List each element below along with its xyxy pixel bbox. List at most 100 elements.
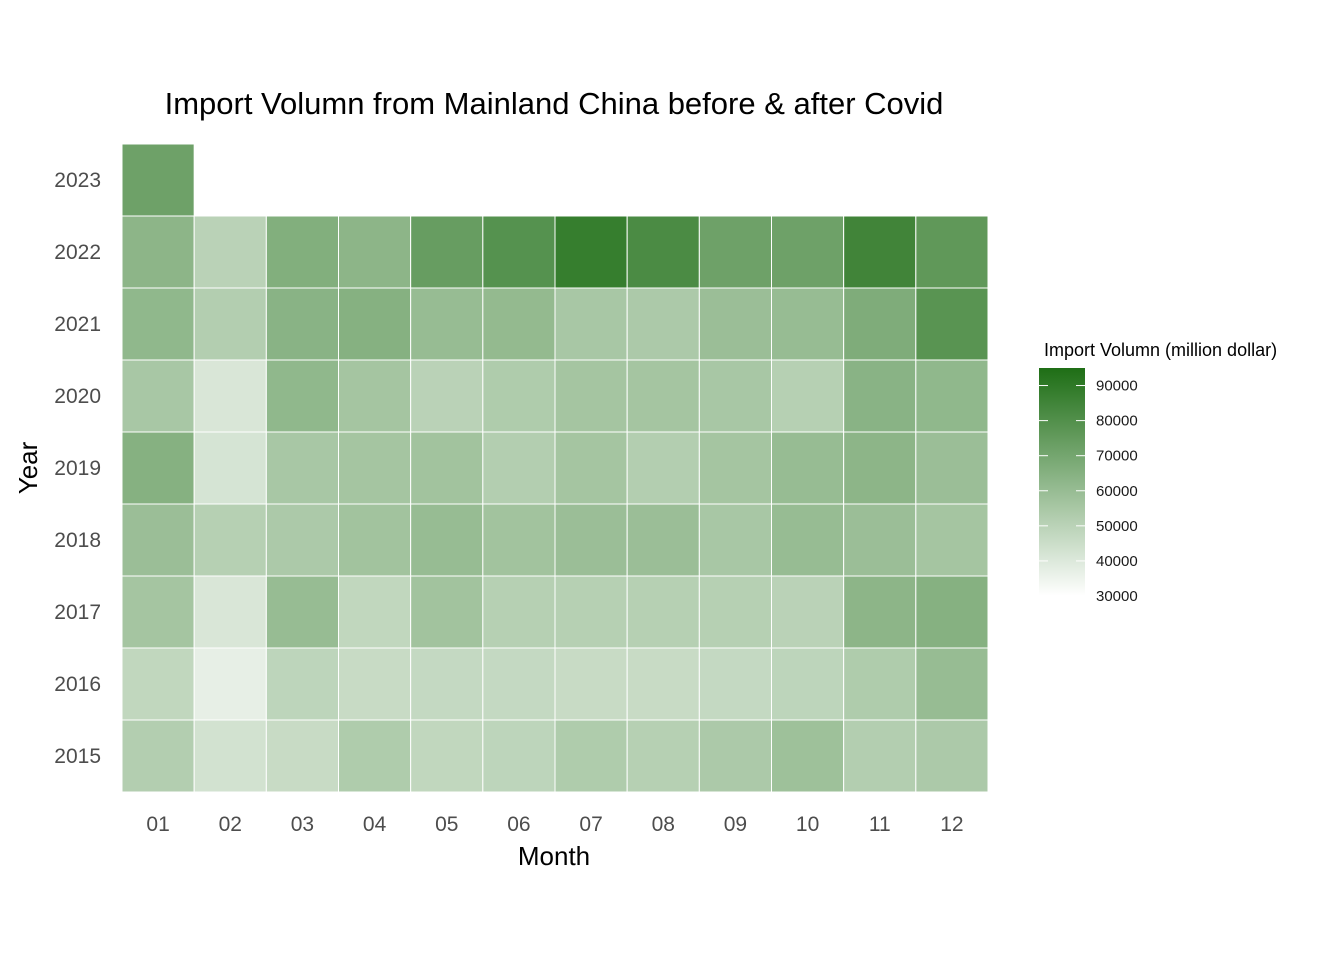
heatmap-cell-2015-11 xyxy=(843,719,917,793)
heatmap-cell-2018-11 xyxy=(843,503,917,577)
y-tick-label: 2018 xyxy=(54,529,101,552)
heatmap-cell-2020-05 xyxy=(410,359,484,433)
heatmap-cell-2021-02 xyxy=(193,287,267,361)
legend-tick-label: 70000 xyxy=(1096,448,1138,465)
y-tick-label: 2020 xyxy=(54,385,101,408)
heatmap-cell-2018-08 xyxy=(626,503,700,577)
heatmap-cell-2016-10 xyxy=(771,647,845,721)
heatmap-cell-2018-05 xyxy=(410,503,484,577)
heatmap-cell-2016-01 xyxy=(121,647,195,721)
heatmap-cell-2022-03 xyxy=(265,215,340,289)
legend-tick-label: 80000 xyxy=(1096,413,1138,430)
heatmap-cell-2017-10 xyxy=(771,575,845,649)
heatmap-cell-2022-08 xyxy=(626,215,700,289)
heatmap-cell-2015-03 xyxy=(265,719,340,793)
heatmap-cell-2021-11 xyxy=(843,287,917,361)
heatmap-cell-2019-12 xyxy=(915,431,989,505)
heatmap-cell-2016-08 xyxy=(626,647,700,721)
heatmap-cell-2021-04 xyxy=(338,287,412,361)
chart-title: Import Volumn from Mainland China before… xyxy=(165,86,944,121)
x-tick-label: 11 xyxy=(869,813,891,836)
y-tick-label: 2022 xyxy=(54,241,101,264)
heatmap-cell-2022-04 xyxy=(338,215,412,289)
heatmap-cell-2022-02 xyxy=(193,215,267,289)
heatmap-cell-2015-01 xyxy=(121,719,195,793)
heatmap-cell-2017-03 xyxy=(265,575,340,649)
heatmap-cell-2021-12 xyxy=(915,287,989,361)
x-tick-label: 02 xyxy=(219,813,242,836)
heatmap-cell-2016-07 xyxy=(554,647,628,721)
heatmap-cell-2015-04 xyxy=(338,719,412,793)
y-axis-ticks: 2015 2016 2017 2018 2019 2020 2021 2022 2023 xyxy=(54,169,101,768)
x-tick-label: 04 xyxy=(363,813,387,836)
heatmap-cell-2020-04 xyxy=(338,359,412,433)
y-tick-label: 2019 xyxy=(54,457,101,480)
legend-tick-label: 40000 xyxy=(1096,553,1138,570)
heatmap-cell-2022-06 xyxy=(482,215,556,289)
heatmap-cell-2020-06 xyxy=(482,359,556,433)
heatmap-cell-2020-03 xyxy=(265,359,340,433)
heatmap-cell-2018-12 xyxy=(915,503,989,577)
heatmap-cell-2015-05 xyxy=(410,719,484,793)
x-tick-label: 12 xyxy=(940,813,963,836)
legend-tick-label: 50000 xyxy=(1096,518,1138,535)
y-tick-label: 2021 xyxy=(54,313,101,336)
heatmap-cell-2018-10 xyxy=(771,503,845,577)
heatmap-cell-2021-08 xyxy=(626,287,700,361)
heatmap-cell-2017-05 xyxy=(410,575,484,649)
heatmap-cell-2019-04 xyxy=(338,431,412,505)
legend-tick-label: 90000 xyxy=(1096,378,1138,395)
heatmap-cell-2021-09 xyxy=(698,287,772,361)
heatmap-cell-2021-05 xyxy=(410,287,484,361)
heatmap-cell-2021-07 xyxy=(554,287,628,361)
heatmap-cell-2019-09 xyxy=(698,431,772,505)
y-axis-title: Year xyxy=(13,441,43,494)
heatmap-cell-2019-07 xyxy=(554,431,628,505)
heatmap-cell-2020-12 xyxy=(915,359,989,433)
heatmap-cell-2022-07 xyxy=(554,215,628,289)
heatmap-cell-2016-05 xyxy=(410,647,484,721)
heatmap-cell-2016-11 xyxy=(843,647,917,721)
heatmap-cell-2020-08 xyxy=(626,359,700,433)
heatmap-cell-2019-11 xyxy=(843,431,917,505)
heatmap-cell-2017-02 xyxy=(193,575,267,649)
heatmap-cell-2016-12 xyxy=(915,647,989,721)
legend-tick-label: 60000 xyxy=(1096,483,1138,500)
heatmap-cell-2015-10 xyxy=(771,719,845,793)
heatmap-cell-2020-11 xyxy=(843,359,917,433)
legend-colorbar xyxy=(1039,368,1085,596)
x-axis-title: Month xyxy=(518,841,590,871)
color-legend: Import Volumn (million dollar) 90000 8000… xyxy=(1039,340,1277,605)
x-tick-label: 10 xyxy=(796,813,819,836)
heatmap-cell-2022-09 xyxy=(698,215,772,289)
heatmap-cell-2022-11 xyxy=(843,215,917,289)
heatmap-cell-2018-09 xyxy=(698,503,772,577)
heatmap-cell-2020-01 xyxy=(121,359,195,433)
legend-title: Import Volumn (million dollar) xyxy=(1044,340,1277,360)
heatmap-cell-2020-02 xyxy=(193,359,267,433)
heatmap-cell-2016-09 xyxy=(698,647,772,721)
heatmap-cell-2019-08 xyxy=(626,431,700,505)
x-tick-label: 06 xyxy=(507,813,530,836)
heatmap-cell-2022-10 xyxy=(771,215,845,289)
heatmap-cell-2021-10 xyxy=(771,287,845,361)
heatmap-cell-2022-12 xyxy=(915,215,989,289)
heatmap-cell-2017-09 xyxy=(698,575,772,649)
heatmap-cells xyxy=(121,143,989,793)
heatmap-cell-2019-01 xyxy=(121,431,195,505)
heatmap-cell-2023-01 xyxy=(121,143,195,217)
heatmap-cell-2021-06 xyxy=(482,287,556,361)
heatmap-cell-2019-05 xyxy=(410,431,484,505)
heatmap-cell-2017-12 xyxy=(915,575,989,649)
heatmap-cell-2018-01 xyxy=(121,503,195,577)
heatmap-cell-2017-11 xyxy=(843,575,917,649)
heatmap-cell-2018-07 xyxy=(554,503,628,577)
heatmap-cell-2017-06 xyxy=(482,575,556,649)
y-tick-label: 2016 xyxy=(54,673,101,696)
heatmap-cell-2022-01 xyxy=(121,215,195,289)
y-tick-label: 2015 xyxy=(54,745,101,768)
x-axis-ticks: 01 02 03 04 05 06 07 08 09 10 11 12 xyxy=(146,813,963,836)
heatmap-cell-2019-02 xyxy=(193,431,267,505)
heatmap-cell-2015-07 xyxy=(554,719,628,793)
heatmap-cell-2020-10 xyxy=(771,359,845,433)
